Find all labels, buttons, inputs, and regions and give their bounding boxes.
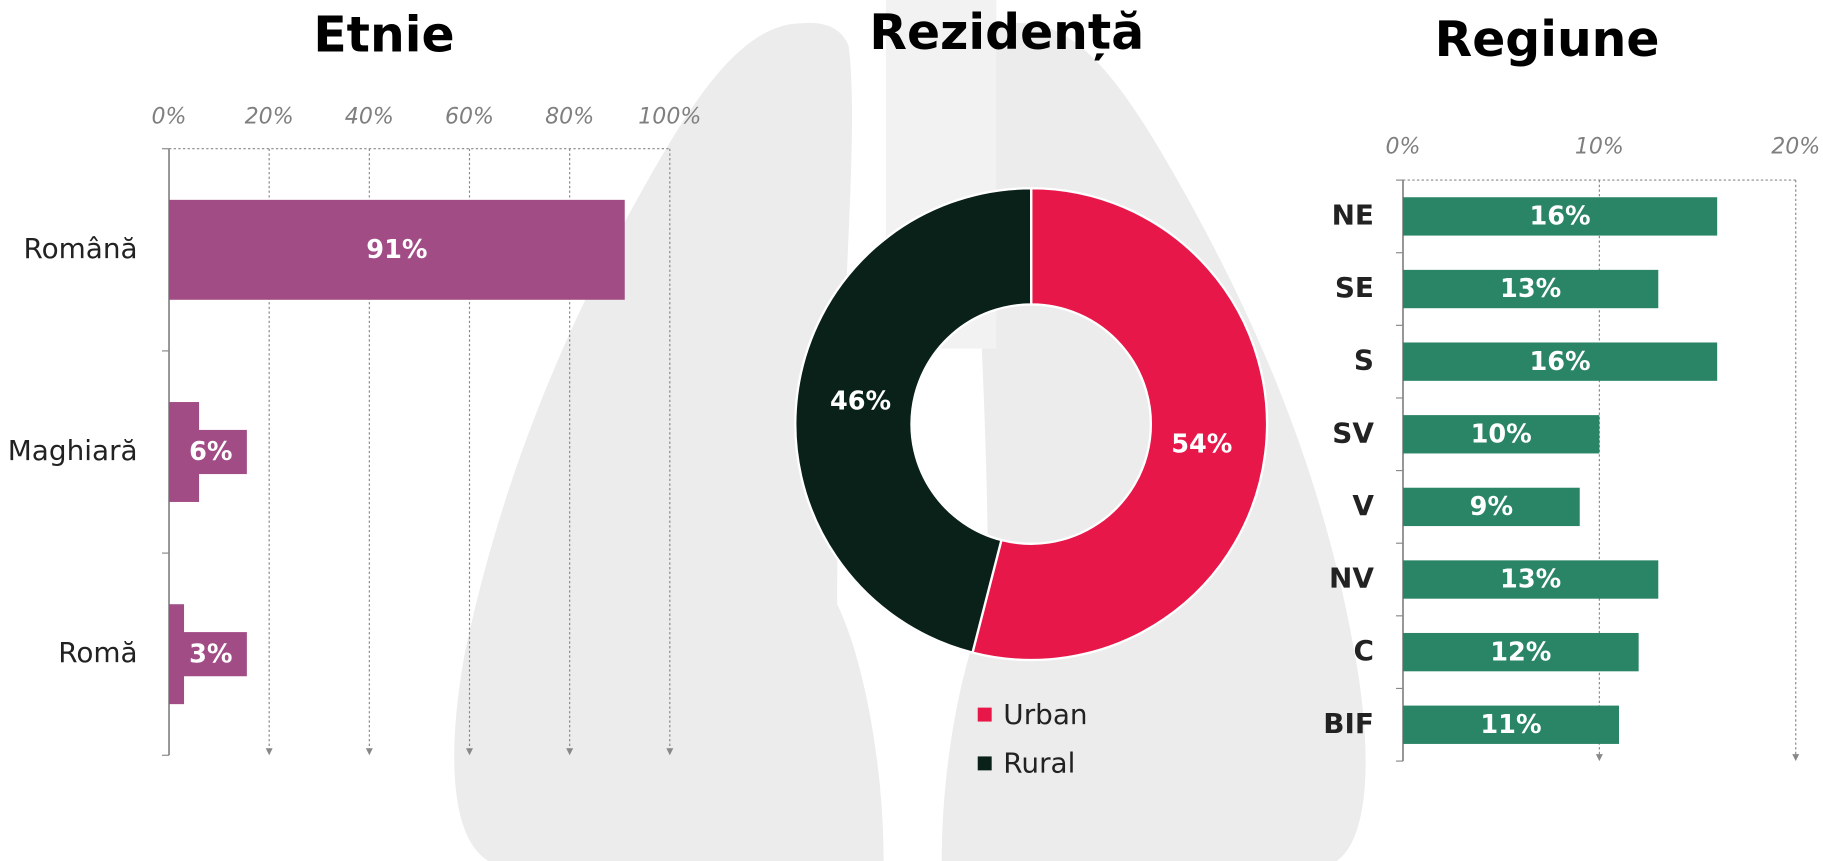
legend-swatch (978, 756, 992, 770)
legend-label: Rural (1003, 747, 1075, 780)
dashboard: Etnie Rezidență Regiune 0% 20% 40% 60% 80% 10… (0, 0, 1823, 861)
grid-arrow (366, 748, 373, 755)
grid-arrow (266, 748, 273, 755)
y-tick-label: C (1353, 634, 1373, 667)
y-tick-label: Maghiară (8, 434, 138, 467)
legend-label: Urban (1003, 698, 1087, 731)
y-tick-label: Română (23, 232, 137, 265)
x-tick-label: 10% (1575, 135, 1624, 160)
value-label: 13% (1500, 274, 1561, 304)
grid-arrow (1792, 754, 1799, 761)
y-tick-label: SV (1332, 416, 1374, 449)
y-tick-label: V (1352, 489, 1374, 522)
y-tick-label: NE (1332, 198, 1374, 231)
x-tick-label: 20% (1771, 135, 1820, 160)
chart-title: Regiune (1435, 11, 1660, 68)
value-label: 10% (1471, 419, 1532, 449)
y-tick-label: Romă (58, 636, 137, 669)
y-tick-label: NV (1329, 562, 1374, 595)
y-tick-label: S (1354, 344, 1374, 377)
chart-title: Etnie (313, 6, 454, 63)
value-label: 16% (1530, 202, 1591, 232)
x-tick-label: 60% (445, 104, 494, 129)
value-label: 16% (1530, 347, 1591, 377)
x-tick-label: 100% (638, 104, 701, 129)
y-tick-label: SE (1335, 271, 1374, 304)
value-label: 13% (1500, 565, 1561, 595)
x-tick-label: 20% (245, 104, 294, 129)
value-label: 12% (1490, 637, 1551, 667)
value-label: 9% (1470, 492, 1513, 522)
value-label: 91% (366, 235, 427, 265)
grid-arrow (1596, 754, 1603, 761)
x-tick-label: 40% (345, 104, 394, 129)
y-tick-label: BIF (1323, 707, 1374, 740)
value-label: 11% (1480, 710, 1541, 740)
value-label: 46% (830, 387, 891, 417)
value-label: 3% (189, 639, 232, 669)
chart-title: Rezidență (869, 4, 1144, 61)
x-tick-label: 0% (152, 104, 187, 129)
value-label: 54% (1171, 430, 1232, 460)
legend-swatch (978, 708, 992, 722)
x-tick-label: 0% (1385, 135, 1420, 160)
x-tick-label: 80% (545, 104, 594, 129)
value-label: 6% (189, 437, 232, 467)
